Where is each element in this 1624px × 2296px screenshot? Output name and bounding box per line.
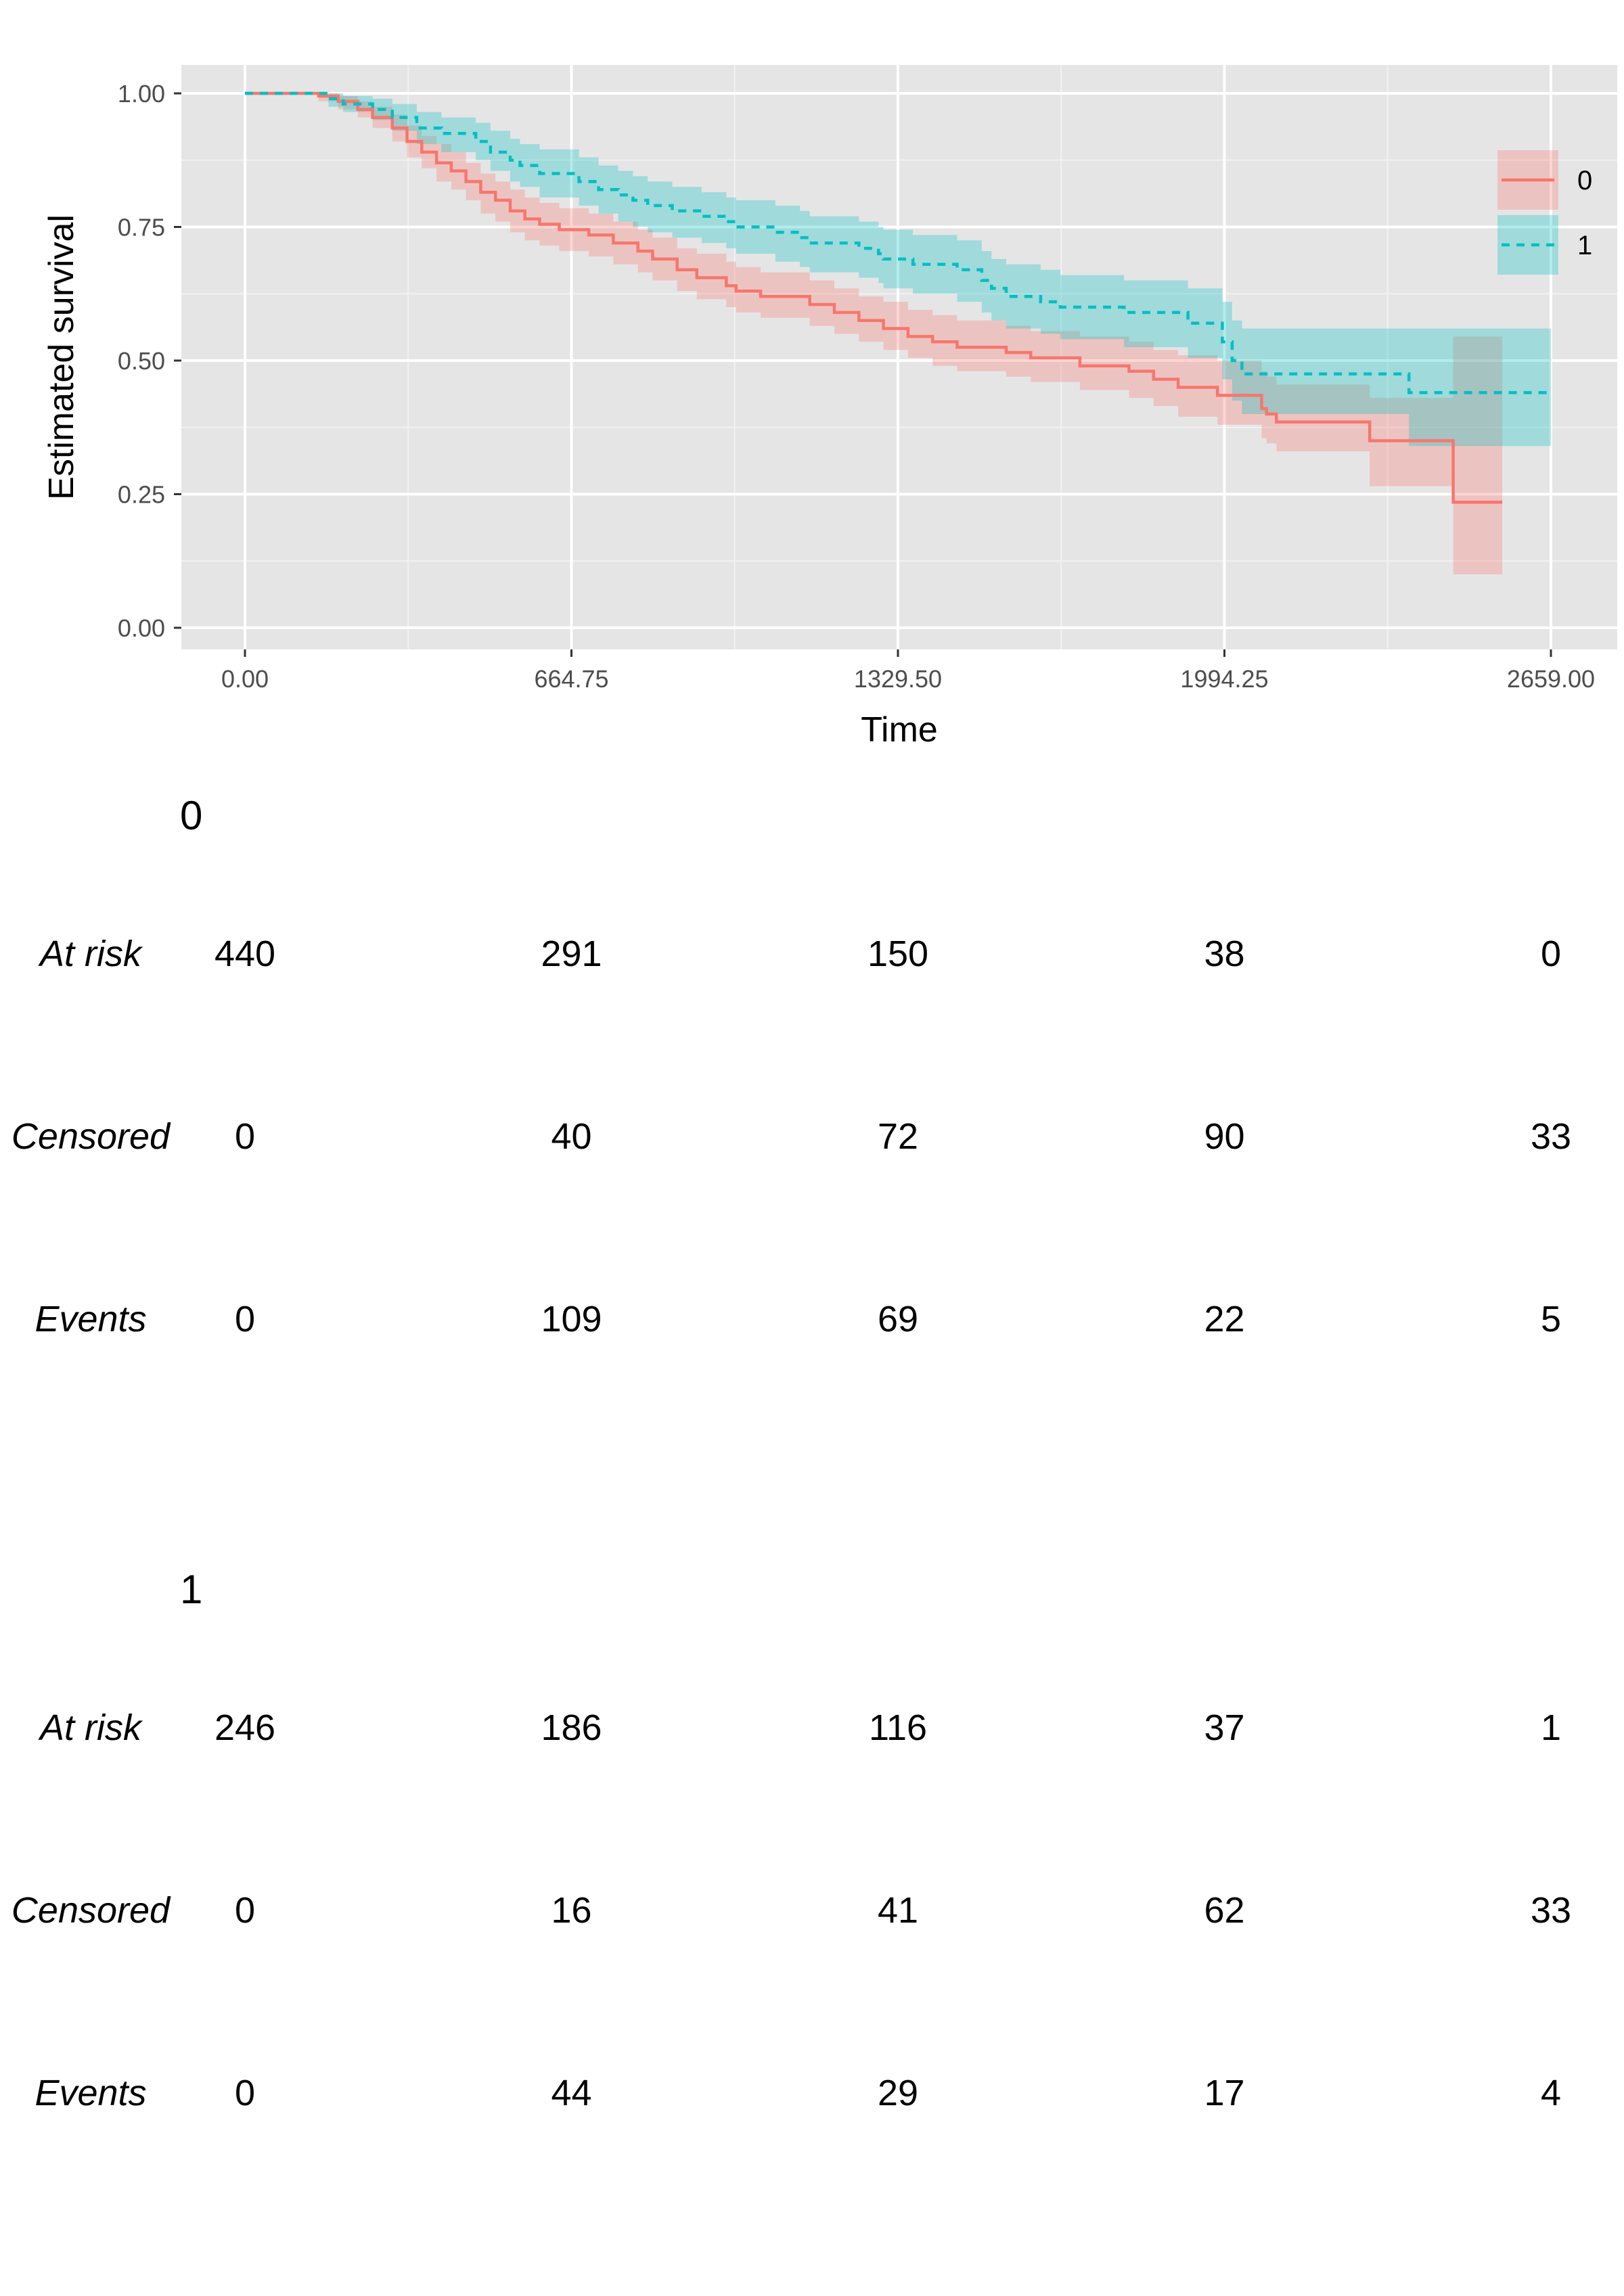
survival-curve-0 xyxy=(245,91,1503,504)
y-tick-label: 0.00 xyxy=(118,614,165,642)
y-tick-label: 0.50 xyxy=(118,347,165,375)
ci-band-0 xyxy=(245,93,1503,574)
risk-table-cell: 33 xyxy=(1531,1116,1571,1157)
grid-major xyxy=(181,65,1617,649)
risk-table-cell: 44 xyxy=(551,2073,591,2113)
risk-table-row-label: At risk xyxy=(38,1707,143,1748)
x-tick-label: 1329.50 xyxy=(854,665,942,693)
risk-table-cell: 69 xyxy=(878,1299,918,1339)
survival-curves xyxy=(245,91,1551,504)
legend-label-1: 1 xyxy=(1577,231,1592,260)
risk-table-cell: 41 xyxy=(878,1890,918,1931)
risk-table-row-label: Events xyxy=(35,1299,146,1339)
legend-label-0: 0 xyxy=(1577,166,1592,196)
risk-table-cell: 33 xyxy=(1531,1890,1571,1931)
risk-table-cell: 291 xyxy=(541,934,602,974)
y-axis-ticks: 0.00 0.25 0.50 0.75 1.00 xyxy=(118,80,181,642)
risk-table-cell: 62 xyxy=(1204,1890,1244,1931)
risk-table-cell: 5 xyxy=(1541,1299,1561,1339)
risk-table-cell: 72 xyxy=(878,1116,918,1157)
risk-table-cell: 440 xyxy=(215,934,275,974)
risk-table-cell: 0 xyxy=(235,1299,255,1339)
legend: 01 xyxy=(1497,150,1592,275)
y-tick-label: 1.00 xyxy=(118,80,165,108)
risk-table-cell: 0 xyxy=(235,2073,255,2113)
y-axis-title: Estimated survival xyxy=(42,214,81,500)
risk-table-cell: 4 xyxy=(1541,2073,1561,2113)
x-tick-label: 664.75 xyxy=(534,665,608,693)
x-tick-label: 2659.00 xyxy=(1507,665,1595,693)
risk-table-cell: 38 xyxy=(1204,934,1244,974)
y-tick-label: 0.75 xyxy=(118,214,165,242)
risk-table-cell: 0 xyxy=(1541,934,1561,974)
risk-table-cell: 0 xyxy=(235,1890,255,1931)
risk-table-cell: 40 xyxy=(551,1116,591,1157)
x-tick-label: 1994.25 xyxy=(1180,665,1268,693)
risk-table-cell: 1 xyxy=(1541,1707,1561,1748)
y-tick-label: 0.25 xyxy=(118,481,165,509)
risk-table-cell: 22 xyxy=(1204,1299,1244,1339)
x-axis-title: Time xyxy=(861,710,938,750)
risk-table-row-label: At risk xyxy=(38,934,143,974)
risk-table-cell: 16 xyxy=(551,1890,591,1931)
risk-table-cell: 246 xyxy=(215,1707,275,1748)
risk-table-row-label: Censored xyxy=(12,1116,171,1157)
risk-table-cell: 0 xyxy=(235,1116,255,1157)
risk-table-cell: 150 xyxy=(867,934,928,974)
risk-table-row-label: Events xyxy=(35,2073,146,2113)
survival-curve-1 xyxy=(245,91,1551,394)
confidence-bands xyxy=(245,93,1551,574)
risk-table-title-0: 0 xyxy=(180,793,202,838)
risk-table-cell: 37 xyxy=(1204,1707,1244,1748)
risk-table-title-1: 1 xyxy=(180,1567,202,1612)
ci-band-1 xyxy=(245,93,1551,446)
risk-table-cell: 109 xyxy=(541,1299,602,1339)
risk-table-cell: 116 xyxy=(869,1707,927,1748)
risk-table-cell: 17 xyxy=(1204,2073,1244,2113)
risk-table-cell: 90 xyxy=(1204,1116,1244,1157)
risk-table-row-label: Censored xyxy=(12,1890,171,1931)
risk-table-cell: 186 xyxy=(541,1707,602,1748)
risk-table-cell: 29 xyxy=(878,2073,918,2113)
x-tick-label: 0.00 xyxy=(221,665,269,693)
x-axis-ticks: 0.00 664.75 1329.50 1994.25 2659.00 xyxy=(221,649,1595,693)
